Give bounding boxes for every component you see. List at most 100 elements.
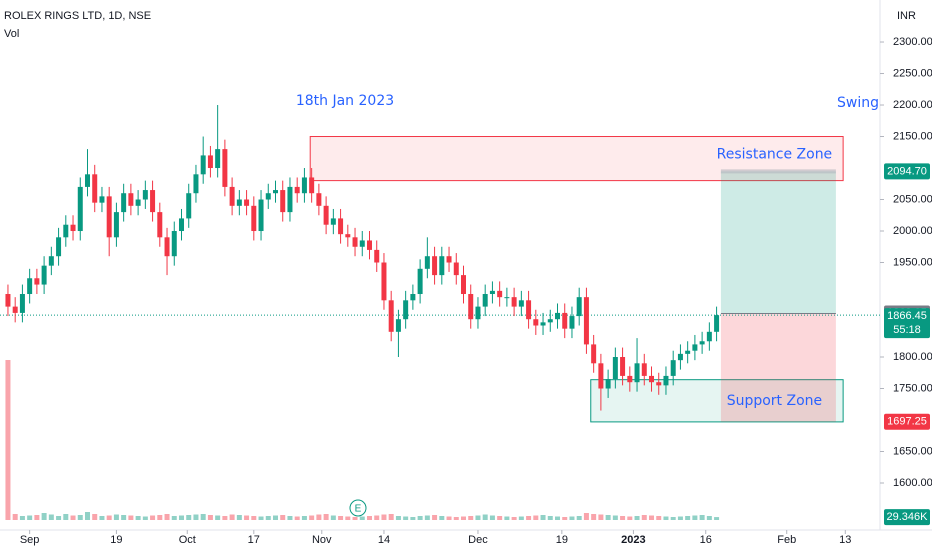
volume-bar bbox=[171, 516, 177, 520]
candle-body bbox=[19, 294, 25, 313]
candle-body bbox=[576, 297, 582, 317]
volume-bar bbox=[316, 514, 322, 520]
price-badge-label: 2094.70 bbox=[887, 165, 927, 177]
candle-body bbox=[330, 218, 336, 225]
volume-bar bbox=[439, 516, 445, 520]
candle-body bbox=[215, 149, 221, 169]
volume-bar bbox=[685, 516, 691, 520]
candle-body bbox=[562, 312, 568, 329]
y-tick-label: 1750.00 bbox=[893, 382, 932, 394]
volume-bar bbox=[605, 515, 611, 520]
volume-bar bbox=[359, 516, 365, 520]
candle-body bbox=[475, 306, 481, 320]
candle-body bbox=[121, 193, 127, 213]
candle-body bbox=[533, 319, 539, 326]
volume-bar bbox=[84, 512, 90, 520]
candle-body bbox=[641, 363, 647, 376]
candle-body bbox=[555, 312, 561, 320]
volume-bar bbox=[453, 517, 459, 520]
price-badge bbox=[884, 413, 930, 430]
volume-bar bbox=[504, 516, 510, 520]
candle-body bbox=[265, 193, 271, 200]
candle-body bbox=[287, 186, 293, 213]
volume-bar bbox=[178, 515, 184, 520]
candle-body bbox=[569, 316, 575, 329]
x-tick-label: 19 bbox=[110, 534, 122, 546]
candle-body bbox=[5, 294, 11, 307]
chart-title: ROLEX RINGS LTD, 1D, NSE bbox=[4, 10, 151, 22]
volume-bar bbox=[388, 514, 394, 520]
volume-bar bbox=[670, 517, 676, 520]
earnings-marker: E bbox=[355, 504, 362, 515]
candle-body bbox=[41, 265, 47, 285]
volume-bar bbox=[699, 515, 705, 520]
candle-body bbox=[627, 375, 633, 383]
volume-bar bbox=[424, 515, 430, 520]
y-tick-label: 2150.00 bbox=[893, 130, 932, 142]
x-tick-label: Feb bbox=[777, 534, 796, 546]
volume-bar bbox=[649, 515, 655, 520]
volume-bar bbox=[193, 514, 199, 520]
candle-body bbox=[677, 353, 683, 361]
candle-body bbox=[432, 256, 438, 276]
candle-body bbox=[323, 205, 329, 225]
candle-body bbox=[417, 268, 423, 295]
zone-label: Support Zone bbox=[727, 393, 822, 409]
candle-body bbox=[280, 190, 286, 213]
candle-body bbox=[656, 382, 662, 386]
volume-bar bbox=[576, 516, 582, 520]
candle-body bbox=[34, 278, 40, 285]
volume-bar bbox=[641, 515, 647, 520]
volume-bar bbox=[92, 514, 98, 520]
candle-body bbox=[388, 300, 394, 332]
candle-body bbox=[27, 278, 33, 295]
volume-bar bbox=[142, 516, 148, 520]
volume-bar bbox=[41, 513, 47, 520]
volume-bar bbox=[135, 516, 141, 520]
volume-bar bbox=[468, 516, 474, 520]
volume-bar bbox=[663, 516, 669, 520]
candle-body bbox=[706, 331, 712, 342]
target-area bbox=[720, 171, 836, 314]
volume-bar bbox=[251, 516, 257, 520]
volume-bar bbox=[77, 515, 83, 520]
candle-body bbox=[77, 186, 83, 232]
volume-bar bbox=[706, 516, 712, 520]
volume-bar bbox=[395, 516, 401, 520]
candle-body bbox=[504, 297, 510, 299]
volume-bar bbox=[533, 515, 539, 520]
volume-bar bbox=[106, 515, 112, 520]
candle-body bbox=[359, 240, 365, 247]
candle-body bbox=[446, 256, 452, 263]
volume-bar bbox=[489, 515, 495, 520]
price-badge bbox=[884, 308, 930, 339]
annotation: 18th Jan 2023 bbox=[296, 93, 394, 109]
volume-bar bbox=[518, 516, 524, 520]
candle-body bbox=[99, 196, 105, 203]
candle-body bbox=[106, 196, 112, 238]
volume-bar bbox=[569, 516, 575, 520]
candle-body bbox=[699, 341, 705, 345]
candle-body bbox=[186, 193, 192, 219]
volume-bar bbox=[330, 515, 336, 520]
volume-bar bbox=[562, 517, 568, 520]
volume-bar bbox=[207, 515, 213, 520]
candle-body bbox=[547, 319, 553, 323]
volume-bar bbox=[34, 515, 40, 520]
candle-body bbox=[48, 256, 54, 266]
candle-body bbox=[605, 379, 611, 389]
volume-bar bbox=[121, 515, 127, 520]
candle-body bbox=[518, 300, 524, 307]
volume-bar bbox=[113, 514, 119, 520]
volume-bar bbox=[591, 514, 597, 520]
candle-body bbox=[366, 240, 372, 250]
volume-bar bbox=[374, 515, 380, 520]
candle-body bbox=[583, 297, 589, 345]
volume-bar bbox=[526, 516, 532, 520]
candle-body bbox=[670, 360, 676, 376]
candle-body bbox=[12, 306, 18, 313]
y-tick-label: 2000.00 bbox=[893, 225, 932, 237]
candle-body bbox=[649, 375, 655, 383]
